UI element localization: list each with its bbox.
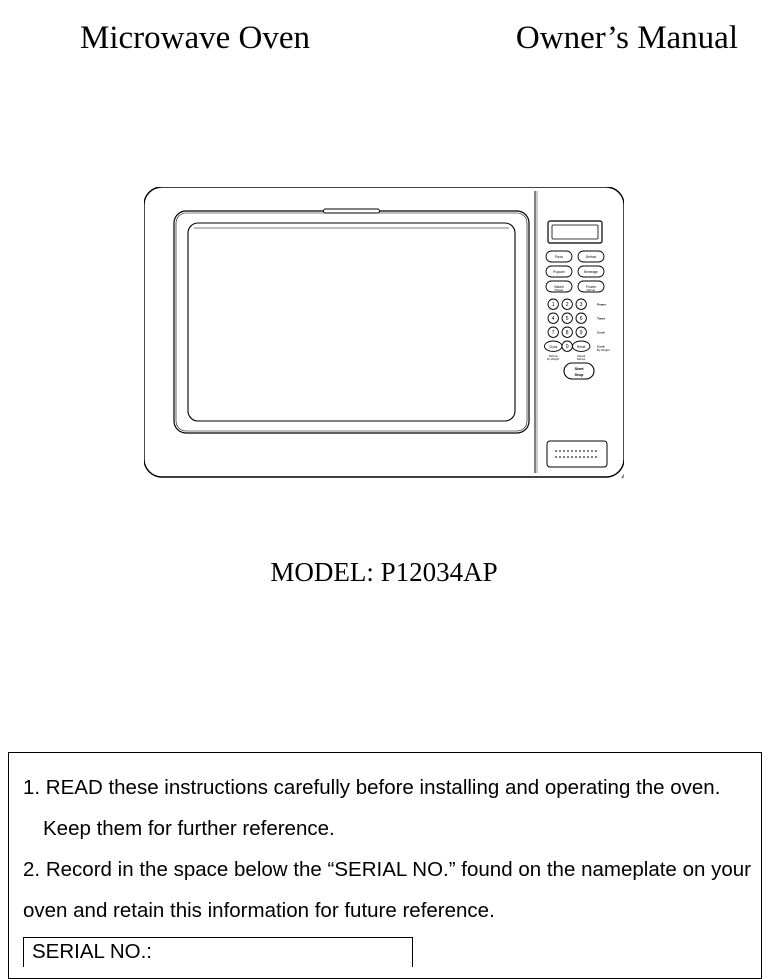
svg-text:Start: Start: [574, 366, 584, 371]
svg-text:7: 7: [552, 330, 555, 336]
svg-text:Stop: Stop: [575, 372, 584, 377]
svg-text:2: 2: [566, 302, 569, 308]
title-row: Microwave Oven Owner’s Manual: [10, 10, 758, 57]
svg-text:Clock: Clock: [549, 345, 557, 349]
instruction-2: 2. Record in the space below the “SERIAL…: [23, 849, 751, 931]
svg-text:By Weight: By Weight: [597, 348, 610, 352]
microwave-diagram: PizzaDefrostPopcornBeverageBakedPotatoFr…: [144, 187, 624, 487]
svg-text:Defrost: Defrost: [586, 255, 596, 259]
svg-text:Pizza: Pizza: [555, 255, 563, 259]
svg-text:By Weight: By Weight: [547, 357, 559, 361]
instruction-1b: Keep them for further reference.: [23, 808, 751, 849]
svg-text:Beverage: Beverage: [584, 270, 598, 274]
svg-text:1: 1: [552, 302, 555, 308]
svg-text:Potato: Potato: [555, 288, 564, 292]
svg-text:4: 4: [552, 316, 555, 322]
instruction-1: 1. READ these instructions carefully bef…: [23, 767, 751, 808]
instructions-box: 1. READ these instructions carefully bef…: [8, 752, 762, 979]
svg-text:Dinner: Dinner: [587, 288, 596, 292]
svg-text:Defrost: Defrost: [577, 357, 586, 361]
svg-text:Timer: Timer: [597, 317, 606, 321]
svg-text:8: 8: [566, 330, 569, 336]
serial-box: SERIAL NO.:: [23, 937, 413, 967]
svg-text:6: 6: [580, 316, 583, 322]
title-left: Microwave Oven: [80, 20, 310, 57]
svg-text:Reset: Reset: [577, 345, 585, 349]
svg-text:Popcorn: Popcorn: [553, 270, 565, 274]
svg-text:9: 9: [580, 330, 583, 336]
svg-text:Cook: Cook: [597, 331, 605, 335]
title-right: Owner’s Manual: [516, 20, 738, 57]
svg-text:Power: Power: [597, 303, 607, 307]
svg-text:3: 3: [580, 302, 583, 308]
page: Microwave Oven Owner’s Manual Pizza Defro…: [0, 0, 768, 947]
svg-text:5: 5: [566, 316, 569, 322]
model-label: MODEL: P12034AP: [10, 557, 758, 588]
microwave-diagram-wrap: PizzaDefrostPopcornBeverageBakedPotatoFr…: [10, 187, 758, 487]
svg-text:0: 0: [566, 344, 569, 350]
serial-label: SERIAL NO.:: [32, 940, 152, 963]
